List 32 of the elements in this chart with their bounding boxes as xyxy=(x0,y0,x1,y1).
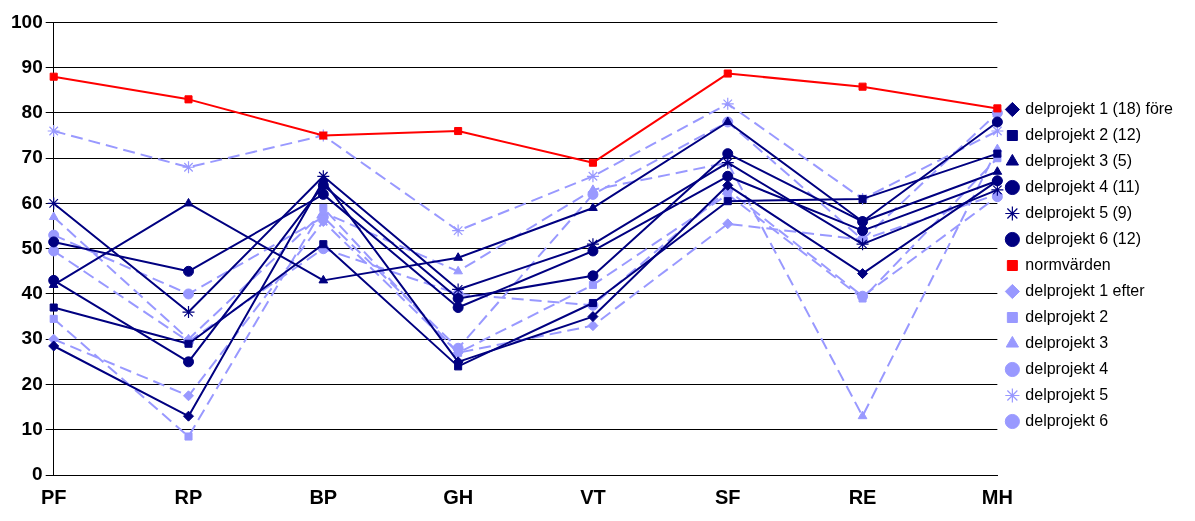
legend-label: delprojekt 1 efter xyxy=(1025,281,1146,299)
y-tick-label: 90 xyxy=(21,55,43,77)
x-tick-label: BP xyxy=(309,485,338,508)
y-tick-label: 0 xyxy=(32,463,43,485)
x-tick-label: MH xyxy=(981,485,1013,508)
legend-label: delprojekt 6 (12) xyxy=(1025,229,1141,247)
y-tick-label: 30 xyxy=(21,327,43,349)
legend-label: delprojekt 3 (5) xyxy=(1025,151,1133,169)
legend-label: normvärden xyxy=(1025,255,1111,273)
y-tick-label: 60 xyxy=(21,191,43,213)
y-tick-label: 20 xyxy=(21,372,43,394)
x-tick-label: SF xyxy=(714,485,741,508)
legend-label: delprojekt 3 xyxy=(1025,333,1109,351)
x-tick-label: RP xyxy=(174,485,203,508)
legend-label: delprojekt 4 (11) xyxy=(1025,177,1140,195)
y-tick-label: 80 xyxy=(21,101,43,123)
legend-label: delprojekt 2 xyxy=(1025,307,1109,325)
x-tick-label: PF xyxy=(40,485,67,508)
y-tick-label: 10 xyxy=(21,417,43,439)
y-tick-label: 70 xyxy=(21,146,43,168)
legend-label: delprojekt 5 xyxy=(1025,385,1109,403)
y-tick-label: 100 xyxy=(11,10,43,32)
legend-label: delprojekt 1 (18) före xyxy=(1025,99,1174,117)
legend-label: delprojekt 2 (12) xyxy=(1025,125,1141,143)
legend-label: delprojekt 5 (9) xyxy=(1025,203,1133,221)
y-tick-label: 40 xyxy=(21,282,43,304)
y-tick-label: 50 xyxy=(21,236,43,258)
x-tick-label: VT xyxy=(580,485,606,508)
x-tick-label: RE xyxy=(848,485,877,508)
legend-label: delprojekt 4 xyxy=(1025,359,1109,377)
legend-label: delprojekt 6 xyxy=(1025,411,1109,429)
x-tick-label: GH xyxy=(443,485,474,508)
